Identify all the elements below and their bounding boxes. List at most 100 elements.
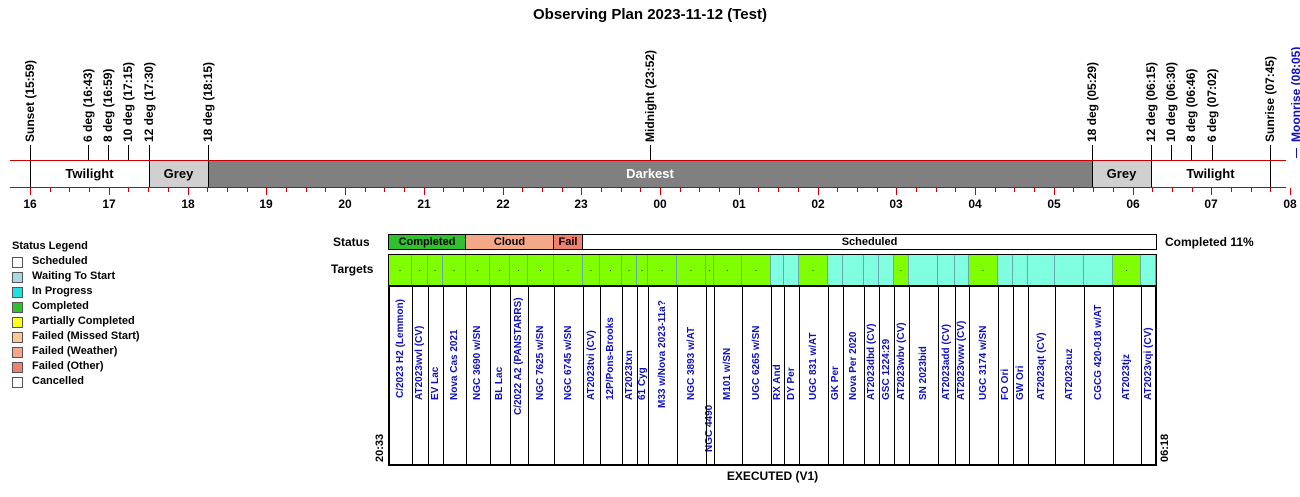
- target-cell[interactable]: ·: [799, 255, 828, 285]
- target-cell[interactable]: ·: [894, 255, 909, 285]
- target-cell[interactable]: [998, 255, 1013, 285]
- legend-title: Status Legend: [12, 240, 88, 252]
- time-tick: [266, 188, 267, 195]
- band-separator: [30, 161, 31, 187]
- target-name[interactable]: UGC 3174 w/SN: [978, 325, 989, 400]
- target-name[interactable]: SN 2023bid: [918, 346, 929, 400]
- target-cell[interactable]: [879, 255, 894, 285]
- target-name[interactable]: FO Ori: [1000, 368, 1011, 400]
- legend-swatch: [12, 332, 23, 343]
- target-name[interactable]: BL Lac: [494, 366, 505, 400]
- time-tick: [995, 188, 996, 192]
- target-cell[interactable]: ·: [510, 255, 528, 285]
- time-tick: [188, 188, 189, 195]
- target-name[interactable]: C/2022 A2 (PANSTARRS): [513, 297, 524, 415]
- target-name[interactable]: AT2023add (CV): [941, 324, 952, 400]
- target-name[interactable]: AT2023wbv (CV): [896, 322, 907, 400]
- target-cell[interactable]: [771, 255, 784, 285]
- target-name[interactable]: NGC 3690 w/SN: [472, 325, 483, 400]
- target-cell[interactable]: [1028, 255, 1055, 285]
- target-name[interactable]: 61 Cyg: [637, 367, 648, 400]
- time-tick: [660, 188, 661, 195]
- target-name[interactable]: NGC 3893 w/AT: [686, 326, 697, 400]
- target-cell[interactable]: ·: [490, 255, 510, 285]
- target-cell[interactable]: ·: [412, 255, 428, 285]
- target-name[interactable]: AT2023dbd (CV): [866, 323, 877, 401]
- target-cell[interactable]: [955, 255, 969, 285]
- target-cell[interactable]: [1141, 255, 1156, 285]
- target-name[interactable]: AT2023vww (CV): [956, 320, 967, 400]
- target-cell[interactable]: ·: [714, 255, 742, 285]
- target-name[interactable]: GSC 1224:29: [881, 338, 892, 400]
- target-name[interactable]: NGC 6745 w/SN: [563, 325, 574, 400]
- time-tick: [443, 188, 444, 192]
- target-cell[interactable]: ·: [583, 255, 600, 285]
- target-cell[interactable]: [828, 255, 843, 285]
- target-cell[interactable]: ·: [600, 255, 622, 285]
- event-label: 18 deg (05:29): [1085, 61, 1099, 142]
- target-name[interactable]: AT2023wvl (CV): [414, 325, 425, 400]
- target-cell[interactable]: [1055, 255, 1084, 285]
- target-cell[interactable]: ·: [554, 255, 583, 285]
- hour-label: 02: [811, 197, 825, 211]
- target-cell[interactable]: ·: [428, 255, 443, 285]
- hour-label: 03: [889, 197, 903, 211]
- target-cell[interactable]: ·: [622, 255, 637, 285]
- target-cell[interactable]: [843, 255, 864, 285]
- target-divider: [428, 285, 429, 465]
- target-name[interactable]: AT2023txn: [624, 350, 635, 400]
- target-name[interactable]: AT2023tjz: [1121, 354, 1132, 400]
- target-cell[interactable]: ·: [637, 255, 648, 285]
- target-name[interactable]: Nova Per 2020: [848, 331, 859, 400]
- band-separator: [1270, 161, 1271, 187]
- target-name[interactable]: AT2023tvi (CV): [586, 330, 597, 400]
- target-cell[interactable]: ·: [1113, 255, 1141, 285]
- target-cell[interactable]: [909, 255, 938, 285]
- target-cell[interactable]: ·: [742, 255, 771, 285]
- time-tick: [463, 188, 464, 192]
- hour-label: 05: [1047, 197, 1061, 211]
- target-cell[interactable]: [864, 255, 879, 285]
- target-name[interactable]: NGC 7625 w/SN: [535, 325, 546, 400]
- time-tick: [719, 188, 720, 192]
- target-name[interactable]: GK Per: [830, 366, 841, 400]
- target-cell[interactable]: ·: [677, 255, 706, 285]
- target-name[interactable]: RX And: [772, 364, 783, 400]
- target-name[interactable]: M33 w/Nova 2023-11a?: [657, 300, 668, 408]
- time-tick: [227, 188, 228, 192]
- target-cell[interactable]: ·: [706, 255, 714, 285]
- event-tick: [650, 145, 651, 160]
- time-tick: [69, 188, 70, 192]
- target-divider: [998, 285, 999, 465]
- target-divider: [677, 285, 678, 465]
- target-name[interactable]: C/2023 H2 (Lemmon): [395, 299, 406, 398]
- target-cell[interactable]: ·: [389, 255, 412, 285]
- target-cell[interactable]: [784, 255, 799, 285]
- target-cell[interactable]: ·: [466, 255, 490, 285]
- target-name[interactable]: GW Ori: [1015, 365, 1026, 400]
- target-name[interactable]: AT2023vqi (CV): [1143, 327, 1154, 400]
- target-divider: [909, 285, 910, 465]
- target-name[interactable]: CGCG 420-018 w/AT: [1093, 304, 1104, 400]
- target-name[interactable]: Nova Cas 2021: [449, 329, 460, 400]
- target-cell[interactable]: [938, 255, 955, 285]
- target-name[interactable]: UGC 831 w/AT: [808, 332, 819, 400]
- target-name[interactable]: 12P/Pons-Brooks: [605, 317, 616, 400]
- target-cell[interactable]: ·: [969, 255, 998, 285]
- target-divider: [706, 285, 707, 465]
- target-cell[interactable]: [1084, 255, 1113, 285]
- target-name[interactable]: UGC 6265 w/SN: [751, 325, 762, 400]
- target-name[interactable]: DY Per: [786, 367, 797, 400]
- target-cell[interactable]: ·: [528, 255, 554, 285]
- target-name[interactable]: M101 w/SN: [722, 347, 733, 400]
- target-name[interactable]: AT2023qt (CV): [1036, 332, 1047, 400]
- target-name[interactable]: AT2023cuz: [1064, 348, 1075, 400]
- target-cell[interactable]: [1013, 255, 1028, 285]
- time-tick: [109, 188, 110, 195]
- target-cell[interactable]: ·: [443, 255, 466, 285]
- axis-mid-line: [10, 187, 1286, 188]
- target-name[interactable]: EV Lac: [430, 366, 441, 400]
- event-label: 12 deg (17:30): [142, 61, 156, 142]
- event-label: 12 deg (06:15): [1144, 61, 1158, 142]
- target-cell[interactable]: ·: [648, 255, 677, 285]
